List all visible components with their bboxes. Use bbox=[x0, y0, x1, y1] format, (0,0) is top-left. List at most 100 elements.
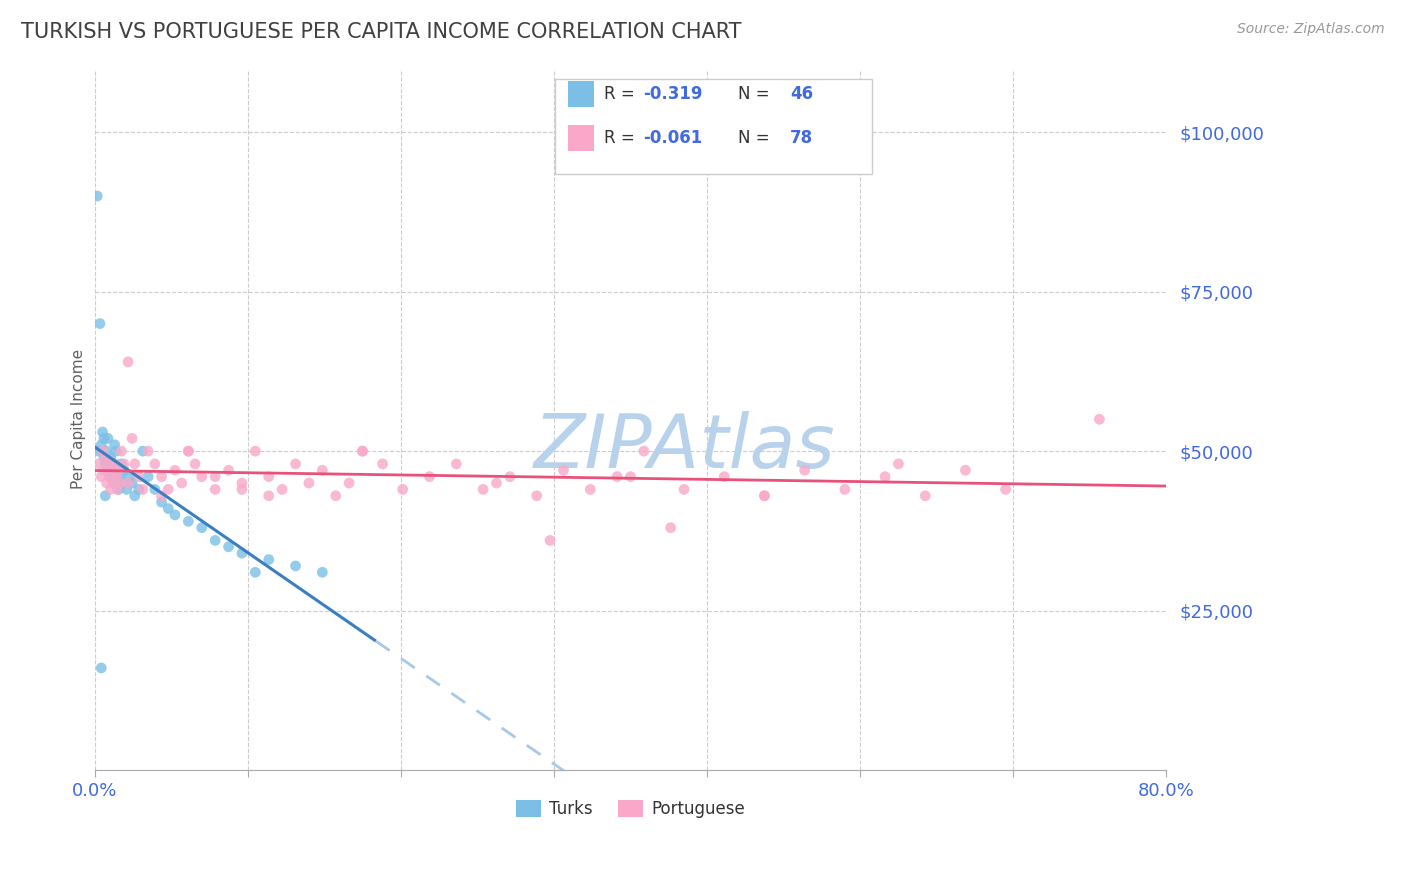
Point bbox=[157, 483, 180, 497]
Point bbox=[121, 476, 143, 491]
Point bbox=[96, 444, 118, 458]
Point bbox=[271, 483, 294, 497]
Point bbox=[105, 463, 128, 477]
Point bbox=[143, 483, 166, 497]
Point bbox=[101, 463, 124, 477]
Point bbox=[110, 457, 132, 471]
Point bbox=[93, 450, 115, 465]
Point bbox=[107, 463, 129, 477]
Point bbox=[107, 483, 129, 497]
Point bbox=[337, 476, 360, 491]
Point bbox=[150, 489, 173, 503]
Text: -0.061: -0.061 bbox=[644, 128, 703, 147]
Point bbox=[96, 476, 118, 491]
Point bbox=[105, 444, 128, 458]
Point bbox=[90, 438, 112, 452]
Point bbox=[204, 483, 226, 497]
Point bbox=[110, 444, 132, 458]
Point bbox=[91, 425, 114, 439]
Point bbox=[132, 444, 155, 458]
Text: N =: N = bbox=[738, 85, 775, 103]
Point bbox=[89, 317, 111, 331]
Point bbox=[955, 463, 977, 477]
Point bbox=[128, 483, 150, 497]
Point bbox=[311, 463, 333, 477]
Point bbox=[90, 469, 112, 483]
Point bbox=[163, 508, 186, 522]
Point bbox=[184, 457, 207, 471]
Point bbox=[245, 566, 267, 580]
Point bbox=[118, 469, 141, 483]
Point bbox=[111, 476, 134, 491]
Point bbox=[108, 469, 131, 483]
Point bbox=[112, 463, 135, 477]
Point bbox=[170, 476, 193, 491]
Point bbox=[994, 483, 1017, 497]
Point bbox=[177, 514, 200, 528]
Text: R =: R = bbox=[603, 128, 640, 147]
Point bbox=[284, 457, 307, 471]
Point bbox=[606, 469, 628, 483]
Point bbox=[311, 566, 333, 580]
Point bbox=[257, 489, 280, 503]
Point bbox=[619, 469, 641, 483]
Point bbox=[834, 483, 856, 497]
Point bbox=[418, 469, 440, 483]
Point bbox=[97, 463, 120, 477]
Point bbox=[177, 444, 200, 458]
Point bbox=[117, 355, 139, 369]
Point bbox=[352, 444, 374, 458]
Point bbox=[713, 469, 735, 483]
Point bbox=[499, 469, 522, 483]
Text: ZIPAtlas: ZIPAtlas bbox=[533, 411, 835, 483]
Point bbox=[754, 489, 776, 503]
Point bbox=[150, 495, 173, 509]
Point bbox=[157, 501, 180, 516]
Text: -0.319: -0.319 bbox=[644, 85, 703, 103]
Point bbox=[101, 463, 124, 477]
Bar bbox=[568, 125, 595, 151]
Point bbox=[873, 469, 896, 483]
Point bbox=[115, 483, 138, 497]
Point bbox=[94, 457, 117, 471]
Point bbox=[97, 431, 120, 445]
Y-axis label: Per Capita Income: Per Capita Income bbox=[72, 349, 86, 490]
Point bbox=[485, 476, 508, 491]
Point bbox=[673, 483, 696, 497]
Point bbox=[93, 463, 115, 477]
Point bbox=[914, 489, 936, 503]
Point bbox=[124, 489, 146, 503]
Point bbox=[98, 469, 121, 483]
Point bbox=[754, 489, 776, 503]
Point bbox=[103, 476, 125, 491]
Point bbox=[231, 483, 253, 497]
Point bbox=[86, 189, 108, 203]
Point bbox=[257, 552, 280, 566]
FancyBboxPatch shape bbox=[555, 79, 872, 174]
Point bbox=[371, 457, 394, 471]
Text: 46: 46 bbox=[790, 85, 813, 103]
Point bbox=[108, 476, 131, 491]
Point bbox=[553, 463, 575, 477]
Point bbox=[87, 444, 110, 458]
Point bbox=[538, 533, 561, 548]
Text: 78: 78 bbox=[790, 128, 813, 147]
Point bbox=[190, 469, 212, 483]
Point bbox=[257, 469, 280, 483]
Point bbox=[90, 661, 112, 675]
Point bbox=[218, 540, 240, 554]
Point bbox=[94, 450, 117, 465]
Point bbox=[1088, 412, 1111, 426]
Point bbox=[128, 469, 150, 483]
Point bbox=[104, 457, 127, 471]
Point bbox=[218, 463, 240, 477]
Text: R =: R = bbox=[603, 85, 640, 103]
Point bbox=[472, 483, 495, 497]
Point bbox=[204, 533, 226, 548]
Point bbox=[352, 444, 374, 458]
Point bbox=[98, 469, 121, 483]
Point bbox=[231, 546, 253, 560]
Bar bbox=[568, 81, 595, 107]
Point bbox=[298, 476, 321, 491]
Point bbox=[112, 457, 135, 471]
